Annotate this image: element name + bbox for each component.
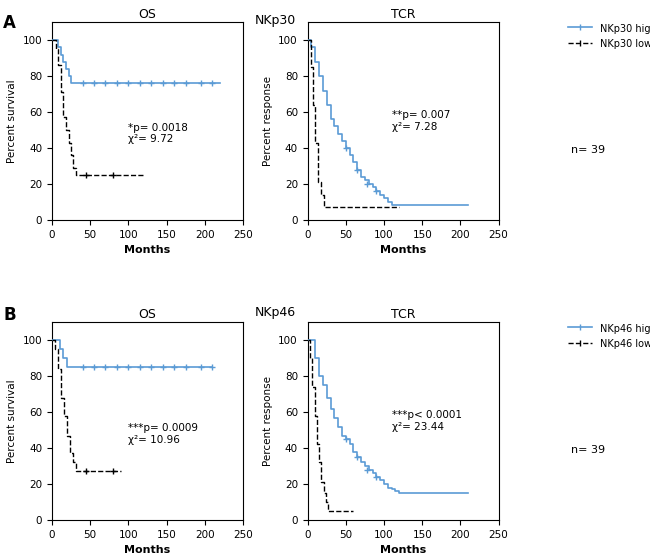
Legend: NKp30 high (n= 25), NKp30 low (n= 14): NKp30 high (n= 25), NKp30 low (n= 14) [568, 23, 650, 49]
Text: NKp46: NKp46 [255, 306, 296, 319]
Text: ***p= 0.0009
χ²= 10.96: ***p= 0.0009 χ²= 10.96 [129, 423, 198, 444]
Legend: NKp46 high (n= 20), NKp46 low (n= 19): NKp46 high (n= 20), NKp46 low (n= 19) [568, 323, 650, 349]
Y-axis label: Percent response: Percent response [263, 376, 273, 466]
Text: n= 39: n= 39 [571, 145, 605, 155]
Title: TCR: TCR [391, 308, 415, 321]
Text: *p= 0.0018
χ²= 9.72: *p= 0.0018 χ²= 9.72 [129, 123, 188, 144]
Y-axis label: Percent survival: Percent survival [7, 79, 17, 163]
Title: TCR: TCR [391, 8, 415, 21]
X-axis label: Months: Months [124, 545, 170, 555]
X-axis label: Months: Months [380, 245, 426, 255]
Text: **p= 0.007
χ²= 7.28: **p= 0.007 χ²= 7.28 [392, 110, 450, 132]
Text: A: A [3, 14, 16, 32]
Title: OS: OS [138, 8, 157, 21]
Y-axis label: Percent response: Percent response [263, 76, 273, 166]
Y-axis label: Percent survival: Percent survival [7, 380, 17, 463]
Text: n= 39: n= 39 [571, 445, 605, 455]
Text: ***p< 0.0001
χ²= 23.44: ***p< 0.0001 χ²= 23.44 [392, 410, 462, 432]
X-axis label: Months: Months [124, 245, 170, 255]
Text: NKp30: NKp30 [255, 14, 296, 27]
Title: OS: OS [138, 308, 157, 321]
X-axis label: Months: Months [380, 545, 426, 555]
Text: B: B [3, 306, 16, 324]
